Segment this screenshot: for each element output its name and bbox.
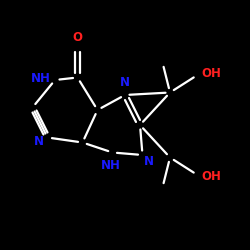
Text: OH: OH — [201, 170, 221, 183]
Text: NH: NH — [31, 72, 51, 85]
Text: N: N — [144, 155, 154, 168]
Text: O: O — [72, 31, 83, 44]
Text: NH: NH — [101, 159, 121, 172]
Text: N: N — [120, 76, 130, 89]
Text: OH: OH — [201, 67, 221, 80]
Text: N: N — [34, 135, 44, 148]
